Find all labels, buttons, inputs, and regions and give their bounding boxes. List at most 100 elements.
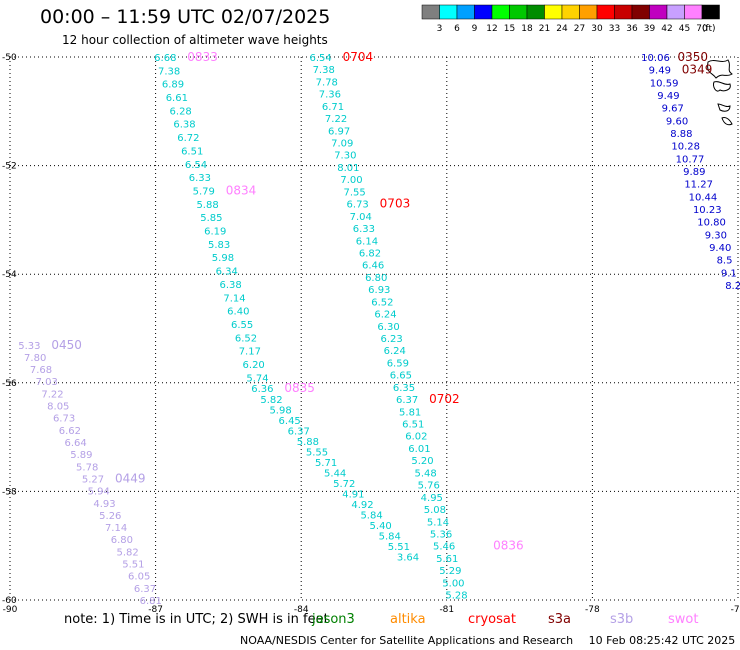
- data-point-label: 10.28: [671, 142, 700, 153]
- colorbar-label: 3: [437, 24, 443, 34]
- data-point-label: 4.91: [342, 489, 364, 500]
- data-point-label: 6.59: [387, 358, 409, 369]
- y-tick-label: -50: [2, 53, 17, 63]
- data-point-label: 8.05: [47, 402, 69, 413]
- data-point-label: 7.22: [41, 389, 63, 400]
- footer-timestamp: 10 Feb 08:25:42 UTC 2025: [588, 634, 736, 647]
- colorbar-label: 33: [609, 24, 620, 34]
- data-point-label: 7.04: [350, 212, 372, 223]
- data-point-label: 5.00: [442, 578, 464, 589]
- data-point-label: 6.54: [185, 160, 207, 171]
- colorbar-swatch: [596, 4, 615, 20]
- data-point-label: 6.30: [377, 322, 399, 333]
- data-point-label: 4.93: [93, 499, 115, 510]
- data-point-label: 10.59: [650, 78, 679, 89]
- data-point-label: 6.33: [189, 173, 211, 184]
- data-point-label: 6.72: [177, 133, 199, 144]
- data-point-label: 5.83: [208, 240, 230, 251]
- data-point-label: 7.00: [340, 175, 362, 186]
- data-point-label: 7.22: [325, 114, 347, 125]
- colorbar-label: 70: [696, 24, 708, 34]
- data-point-label: 9.49: [657, 91, 679, 102]
- track-time-label: 0833: [187, 50, 218, 64]
- data-point-label: 5.98: [212, 253, 234, 264]
- data-point-label: 6.20: [243, 360, 265, 371]
- track-time-label: 0703: [380, 197, 411, 211]
- data-point-label: 9.1: [721, 268, 737, 279]
- data-point-label: 6.80: [365, 273, 387, 284]
- data-point-label: 10.77: [676, 154, 705, 165]
- data-point-label: 6.14: [356, 236, 378, 247]
- data-point-label: 5.79: [193, 186, 215, 197]
- legend-swot: swot: [668, 612, 699, 627]
- data-point-label: 5.27: [82, 474, 104, 485]
- data-point-label: 9.40: [709, 243, 731, 254]
- data-point-label: 6.24: [384, 346, 406, 357]
- colorbar-label: 27: [574, 24, 585, 34]
- data-point-label: 6.37: [288, 426, 310, 437]
- y-tick-label: -54: [2, 270, 17, 280]
- data-point-label: 6.34: [216, 267, 238, 278]
- colorbar-swatch: [614, 4, 633, 20]
- data-point-label: 5.85: [200, 213, 222, 224]
- colorbar-swatch: [421, 4, 440, 20]
- data-point-label: 6.45: [279, 416, 301, 427]
- data-point-label: 6.19: [204, 227, 226, 238]
- data-point-label: 5.44: [324, 468, 346, 479]
- data-point-label: 5.51: [122, 560, 144, 571]
- data-point-label: 4.95: [421, 493, 443, 504]
- data-point-label: 6.38: [173, 120, 195, 131]
- data-point-label: 11.27: [684, 180, 713, 191]
- y-tick-label: -56: [2, 379, 17, 389]
- track-time-label: 0449: [115, 471, 146, 485]
- track-time-label: 0834: [226, 183, 257, 197]
- data-point-label: 7.80: [24, 353, 46, 364]
- data-point-label: 9.49: [649, 66, 671, 77]
- data-point-label: 5.61: [436, 554, 458, 565]
- data-point-label: 9.89: [683, 167, 705, 178]
- data-point-label: 5.51: [388, 542, 410, 553]
- colorbar-swatch: [631, 4, 650, 20]
- data-point-label: 6.28: [170, 106, 192, 117]
- data-point-label: 5.55: [306, 447, 328, 458]
- data-point-label: 6.40: [227, 307, 249, 318]
- data-point-label: 6.93: [368, 285, 390, 296]
- legend-altika: altika: [390, 612, 426, 627]
- data-point-label: 8.2: [725, 281, 740, 292]
- colorbar-swatch: [649, 4, 668, 20]
- y-tick-label: -58: [2, 487, 17, 497]
- data-point-label: 5.81: [399, 407, 421, 418]
- data-point-label: 6.62: [59, 426, 81, 437]
- data-point-label: 5.28: [445, 591, 467, 602]
- data-point-label: 6.52: [235, 333, 257, 344]
- data-point-label: 5.74: [246, 373, 268, 384]
- data-point-label: 6.38: [219, 280, 241, 291]
- data-point-label: 6.05: [128, 572, 150, 583]
- data-point-label: 7.38: [158, 66, 180, 77]
- data-point-label: 6.23: [381, 334, 403, 345]
- data-point-label: 5.72: [333, 479, 355, 490]
- data-point-label: 6.51: [402, 420, 424, 431]
- y-tick-label: -60: [2, 596, 17, 606]
- legend-jason3: jason3: [312, 612, 355, 627]
- data-point-label: 5.82: [117, 547, 139, 558]
- data-point-label: 7.14: [105, 523, 127, 534]
- data-point-label: 5.46: [433, 542, 455, 553]
- track-time-label: 0702: [429, 392, 460, 406]
- data-point-label: 6.36: [251, 384, 273, 395]
- track-time-label: 0836: [493, 539, 524, 553]
- track-time-label: 0704: [343, 50, 374, 64]
- data-point-label: 4.92: [351, 500, 373, 511]
- colorbar-swatch: [439, 4, 458, 20]
- data-point-label: 5.94: [88, 487, 110, 498]
- colorbar-swatch: [526, 4, 545, 20]
- data-point-label: 8.88: [670, 129, 692, 140]
- data-point-label: 9.60: [666, 116, 688, 127]
- x-tick-label: -90: [3, 605, 18, 615]
- data-point-label: 6.55: [231, 320, 253, 331]
- colorbar-label: 21: [539, 24, 550, 34]
- data-point-label: 10.23: [693, 205, 722, 216]
- colorbar-label: 39: [644, 24, 656, 34]
- colorbar-swatch: [474, 4, 493, 20]
